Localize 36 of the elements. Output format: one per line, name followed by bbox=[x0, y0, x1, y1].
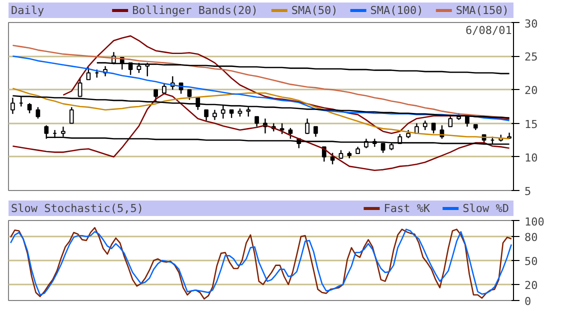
y-tick-label: 5 bbox=[524, 185, 532, 198]
line-series bbox=[12, 88, 510, 140]
y-tick-label: 10 bbox=[524, 151, 538, 164]
candlestick bbox=[69, 106, 74, 124]
candlestick bbox=[431, 122, 436, 134]
y-tick-label: 50 bbox=[524, 255, 538, 268]
chart-title: Slow Stochastic(5,5) bbox=[11, 202, 144, 215]
candlestick bbox=[330, 152, 335, 165]
candlestick bbox=[187, 89, 192, 100]
legend-label: Fast %K bbox=[384, 202, 430, 215]
legend-label: Bollinger Bands(20) bbox=[132, 4, 258, 17]
y-tick-label: 0 bbox=[524, 295, 532, 308]
candlestick bbox=[86, 66, 91, 80]
candlestick bbox=[314, 126, 318, 138]
legend-label: SMA(100) bbox=[370, 4, 424, 17]
y-tick-label: 100 bbox=[524, 216, 544, 228]
y-tick-label: 20 bbox=[524, 84, 538, 98]
y-tick-label: 20 bbox=[524, 279, 538, 292]
candlestick bbox=[305, 118, 310, 135]
candlestick bbox=[254, 116, 259, 128]
y-tick-label: 25 bbox=[524, 50, 538, 64]
candlestick bbox=[212, 109, 217, 121]
candlestick bbox=[280, 122, 284, 135]
line-series bbox=[62, 35, 510, 134]
candlestick bbox=[36, 106, 40, 120]
candlestick bbox=[422, 120, 428, 131]
legend-label: SMA(50) bbox=[291, 4, 338, 17]
chart-title: Daily bbox=[11, 4, 45, 17]
y-tick-label: 15 bbox=[524, 118, 538, 131]
y-tick-label: 30 bbox=[524, 18, 538, 30]
candlestick bbox=[204, 109, 208, 122]
y-tick-label: 80 bbox=[524, 231, 538, 244]
candlestick bbox=[27, 102, 32, 114]
annotation: 6/08/01 bbox=[465, 24, 512, 38]
legend-label: Slow %D bbox=[462, 202, 509, 215]
legend-label: SMA(150) bbox=[456, 4, 509, 17]
